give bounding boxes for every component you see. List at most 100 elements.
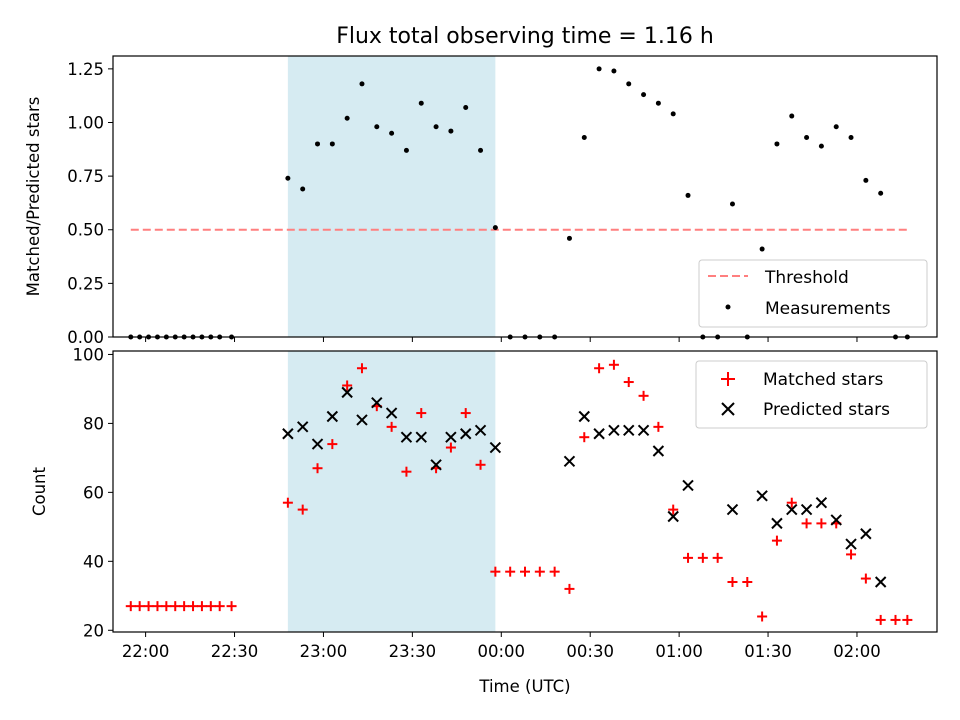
measurement-point xyxy=(329,141,335,147)
legend-cross-b xyxy=(721,402,735,416)
matched-star-point xyxy=(125,601,136,612)
matched-star-point xyxy=(875,614,886,625)
predicted-star-point xyxy=(311,438,324,450)
matched-star-point xyxy=(697,552,708,563)
matched-star-point xyxy=(608,359,619,370)
matched-star-point xyxy=(771,535,782,546)
predicted-star-marker-b xyxy=(608,424,620,437)
predicted-star-point xyxy=(282,428,294,440)
matched-star-point xyxy=(757,611,768,622)
measurement-point xyxy=(685,192,691,198)
measurement-point xyxy=(818,143,824,149)
predicted-star-marker-b xyxy=(341,386,353,399)
x-tick-label: 01:00 xyxy=(655,642,703,661)
top-y-ticks: 0.00 0.25 0.50 0.75 1.00 1.25 xyxy=(67,60,113,347)
bottom-legend-box xyxy=(695,360,928,429)
measurement-point xyxy=(403,147,409,153)
x-tick-label: 02:00 xyxy=(833,642,881,661)
predicted-star-point xyxy=(800,503,813,516)
legend-matched-swatch xyxy=(721,372,735,386)
measurement-point xyxy=(285,175,291,181)
bottom-axes-frame xyxy=(112,350,938,633)
matched-star-point xyxy=(205,601,216,612)
predicted-star-point xyxy=(608,424,620,437)
matched-star-point xyxy=(638,390,649,401)
predicted-star-point xyxy=(726,503,739,516)
measurement-point xyxy=(641,92,647,98)
bottom-y-tick-label: 40 xyxy=(83,552,104,571)
predicted-star-point xyxy=(593,428,605,440)
matched-star-point xyxy=(890,614,901,625)
top-legend-box xyxy=(698,259,928,328)
top-x-ticks xyxy=(145,337,858,342)
predicted-star-marker-b xyxy=(830,514,842,526)
predicted-star-marker-b xyxy=(756,490,768,502)
measurement-point xyxy=(374,124,380,130)
matched-star-point xyxy=(134,601,145,612)
predicted-star-marker-b xyxy=(563,455,576,468)
predicted-star-point xyxy=(296,421,309,433)
predicted-star-marker-b xyxy=(860,528,872,540)
predicted-star-marker-b xyxy=(652,445,665,457)
matched-star-point xyxy=(179,601,190,612)
matched-star-point xyxy=(475,459,486,470)
top-legend: Threshold Measurements xyxy=(698,259,928,328)
measurement-point xyxy=(670,111,676,117)
x-tick-label: 23:00 xyxy=(300,642,348,661)
measurement-point xyxy=(463,104,469,110)
predicted-star-marker-b xyxy=(460,428,472,440)
measurement-point xyxy=(492,225,498,231)
matched-star-point xyxy=(712,552,723,563)
predicted-star-point xyxy=(445,431,457,443)
bottom-y-tick-label: 60 xyxy=(83,483,104,502)
top-shaded-region xyxy=(287,56,496,337)
legend-predicted-swatch xyxy=(721,402,735,416)
matched-star-point xyxy=(549,566,560,577)
top-y-tick-label: 0.00 xyxy=(67,328,104,347)
predicted-star-marker-b xyxy=(415,431,427,443)
predicted-star-marker-b xyxy=(637,424,650,437)
measurement-point xyxy=(774,141,780,147)
predicted-stars-points xyxy=(282,386,887,588)
predicted-star-marker-b xyxy=(771,517,783,530)
predicted-star-marker-b xyxy=(623,424,635,437)
measurement-point xyxy=(833,124,839,130)
top-y-tick-label: 0.25 xyxy=(67,274,104,293)
predicted-star-point xyxy=(371,397,383,409)
matched-star-point xyxy=(727,577,738,588)
matched-star-point xyxy=(505,566,516,577)
matched-star-point xyxy=(416,408,427,419)
x-tick-label: 00:30 xyxy=(566,642,614,661)
measurement-point xyxy=(729,201,735,207)
predicted-star-marker-b xyxy=(356,414,368,426)
predicted-star-point xyxy=(786,503,798,516)
predicted-star-point xyxy=(563,455,576,468)
predicted-star-point xyxy=(623,424,635,437)
matched-star-point xyxy=(226,601,237,612)
measurement-point xyxy=(300,186,306,192)
predicted-star-point xyxy=(400,431,413,443)
chart-title: Flux total observing time = 1.16 h xyxy=(336,24,714,49)
bottom-legend: Matched stars Predicted stars xyxy=(695,360,928,429)
matched-star-point xyxy=(445,442,456,453)
matched-star-point xyxy=(786,497,797,508)
predicted-star-marker-b xyxy=(578,410,590,423)
matched-star-point xyxy=(152,601,163,612)
matched-star-point xyxy=(653,421,664,432)
bottom-shaded-region xyxy=(287,351,496,632)
matched-star-point xyxy=(460,408,471,419)
measurement-point xyxy=(359,81,365,87)
predicted-star-point xyxy=(341,386,353,399)
bottom-panel: 20 40 60 80 100 22:00 22:30 23:00 23:30 00:00 00:… xyxy=(30,345,938,696)
legend-predicted-label: Predicted stars xyxy=(763,400,890,420)
predicted-star-point xyxy=(385,407,398,419)
predicted-star-point xyxy=(489,441,502,454)
bottom-x-ticks: 22:00 22:30 23:00 23:30 00:00 00:30 01:00 01:30… xyxy=(122,632,881,661)
top-axes-frame xyxy=(112,55,938,338)
matched-star-point xyxy=(534,566,545,577)
matched-star-point xyxy=(342,380,353,391)
x-tick-label: 23:30 xyxy=(389,642,437,661)
matched-star-point xyxy=(188,601,199,612)
matched-star-point xyxy=(214,601,225,612)
predicted-star-marker-b xyxy=(311,438,324,450)
